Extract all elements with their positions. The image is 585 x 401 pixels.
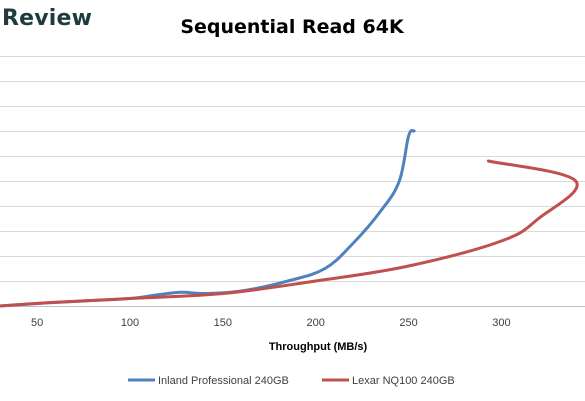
x-tick-label: 250 [399,317,417,329]
series-line-lexar [0,159,579,308]
chart-title: Sequential Read 64K [180,16,405,38]
x-axis-label: Throughput (MB/s) [269,341,368,353]
x-tick-label: 200 [307,317,325,329]
x-tick-labels: 50 100 150 200 250 300 [31,317,511,329]
legend-label-inland: Inland Professional 240GB [158,375,289,387]
gridlines [0,56,585,307]
legend: Inland Professional 240GB Lexar NQ100 24… [128,375,455,387]
series-lines [0,128,579,308]
x-tick-label: 150 [214,317,232,329]
brand-logo: Review [2,6,93,31]
legend-label-lexar: Lexar NQ100 240GB [352,375,455,387]
x-tick-label: 100 [121,317,139,329]
x-tick-label: 50 [31,317,43,329]
x-tick-label: 300 [492,317,510,329]
